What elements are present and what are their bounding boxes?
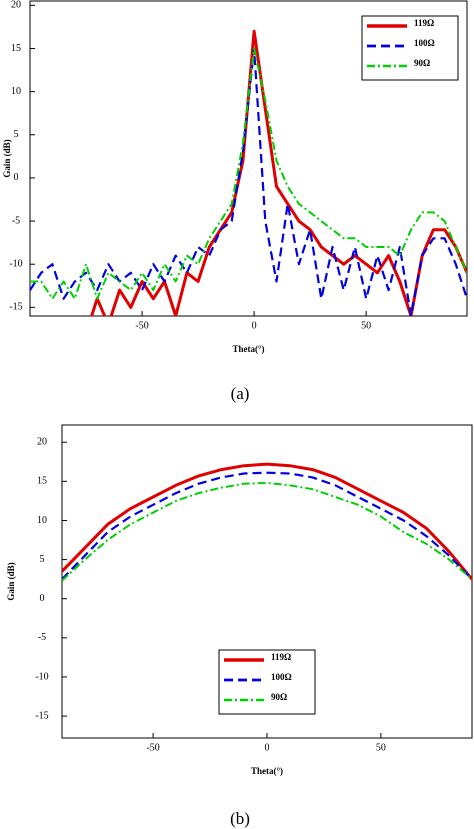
series-line [30,47,467,300]
caption: (b) [230,809,250,828]
y-tick-label: -15 [9,302,22,313]
legend-label: 90Ω [414,58,430,68]
y-tick-label: 20 [11,0,21,11]
y-axis-label: Gain (dB) [6,562,16,600]
legend-label: 119Ω [271,652,291,662]
y-tick-label: 20 [37,437,47,448]
y-tick-label: 5 [40,554,45,565]
y-tick-label: -10 [35,671,48,682]
legend-label: 90Ω [271,692,287,702]
x-tick-label: 50 [361,320,371,331]
caption: (a) [231,384,250,403]
series-line [62,471,472,580]
x-tick-label: 50 [376,742,386,753]
plot-lines [62,462,472,582]
legend-label: 100Ω [414,38,435,48]
plot-frame [29,0,468,317]
y-tick-label: 0 [40,593,45,604]
y-tick-label: 0 [14,172,19,183]
series-line [62,481,472,582]
legend-label: 119Ω [414,18,434,28]
y-tick-label: -10 [9,259,22,270]
x-tick-label: 0 [265,742,270,753]
y-tick-label: 5 [14,129,19,140]
y-tick-label: 15 [37,476,47,487]
y-tick-label: 10 [11,86,21,97]
x-tick-label: -50 [146,742,159,753]
y-tick-label: -15 [35,710,48,721]
y-tick-label: 10 [37,515,47,526]
x-axis-label: Theta(°) [232,344,264,354]
series-line [62,462,472,581]
series-line [30,47,467,316]
y-tick-label: 15 [11,43,21,54]
x-tick-label: 0 [252,320,257,331]
y-tick-label: -5 [38,632,46,643]
plot-lines [30,29,467,316]
x-tick-label: -50 [135,320,148,331]
y-axis-label: Gain (dB) [2,139,12,177]
y-tick-label: -5 [12,215,20,226]
x-axis-label: Theta(°) [251,766,283,776]
legend-label: 100Ω [271,672,292,682]
